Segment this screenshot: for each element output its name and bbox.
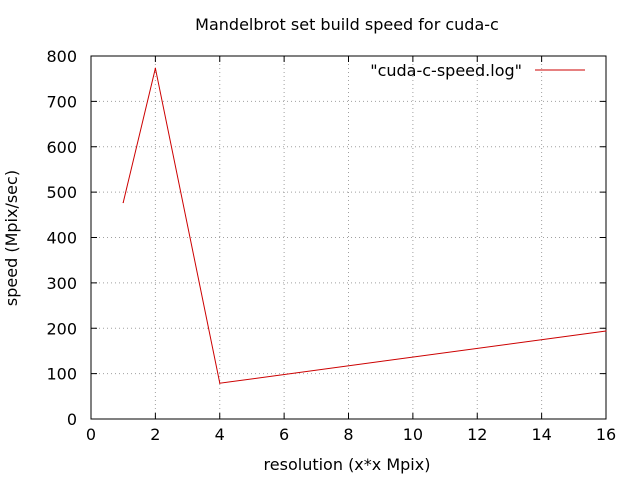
grid-lines xyxy=(91,56,606,419)
data-point xyxy=(219,382,221,384)
y-tick-label: 300 xyxy=(46,274,77,293)
y-tick-label: 400 xyxy=(46,229,77,248)
legend-label: "cuda-c-speed.log" xyxy=(370,61,522,80)
y-tick-label: 0 xyxy=(67,410,77,429)
plot-frame xyxy=(90,55,607,420)
y-tick-label: 600 xyxy=(46,138,77,157)
y-tick-label: 700 xyxy=(46,92,77,111)
x-axis-label: resolution (x*x Mpix) xyxy=(264,455,431,474)
y-tick-label: 100 xyxy=(46,365,77,384)
x-tick-label: 4 xyxy=(215,425,225,444)
chart-title: Mandelbrot set build speed for cuda-c xyxy=(195,15,499,34)
x-tick-label: 0 xyxy=(86,425,96,444)
y-axis-label: speed (Mpix/sec) xyxy=(2,170,21,306)
x-tick-label: 8 xyxy=(343,425,353,444)
series-line xyxy=(122,68,607,384)
y-tick-label: 500 xyxy=(46,183,77,202)
y-tick-label: 200 xyxy=(46,319,77,338)
data-point xyxy=(154,67,156,69)
x-tick-label: 16 xyxy=(596,425,616,444)
x-tick-label: 12 xyxy=(467,425,487,444)
x-tick-label: 2 xyxy=(150,425,160,444)
x-tick-label: 14 xyxy=(531,425,551,444)
x-tick-label: 10 xyxy=(403,425,423,444)
y-tick-label: 800 xyxy=(46,47,77,66)
x-tick-label: 6 xyxy=(279,425,289,444)
data-point xyxy=(605,330,607,332)
data-point xyxy=(122,201,124,204)
series-group xyxy=(122,67,607,384)
y-axis: 0 100 200 300 400 500 600 700 800 xyxy=(46,47,606,429)
x-axis: 0 2 4 6 8 10 12 14 16 xyxy=(86,56,616,444)
legend: "cuda-c-speed.log" xyxy=(370,61,585,80)
